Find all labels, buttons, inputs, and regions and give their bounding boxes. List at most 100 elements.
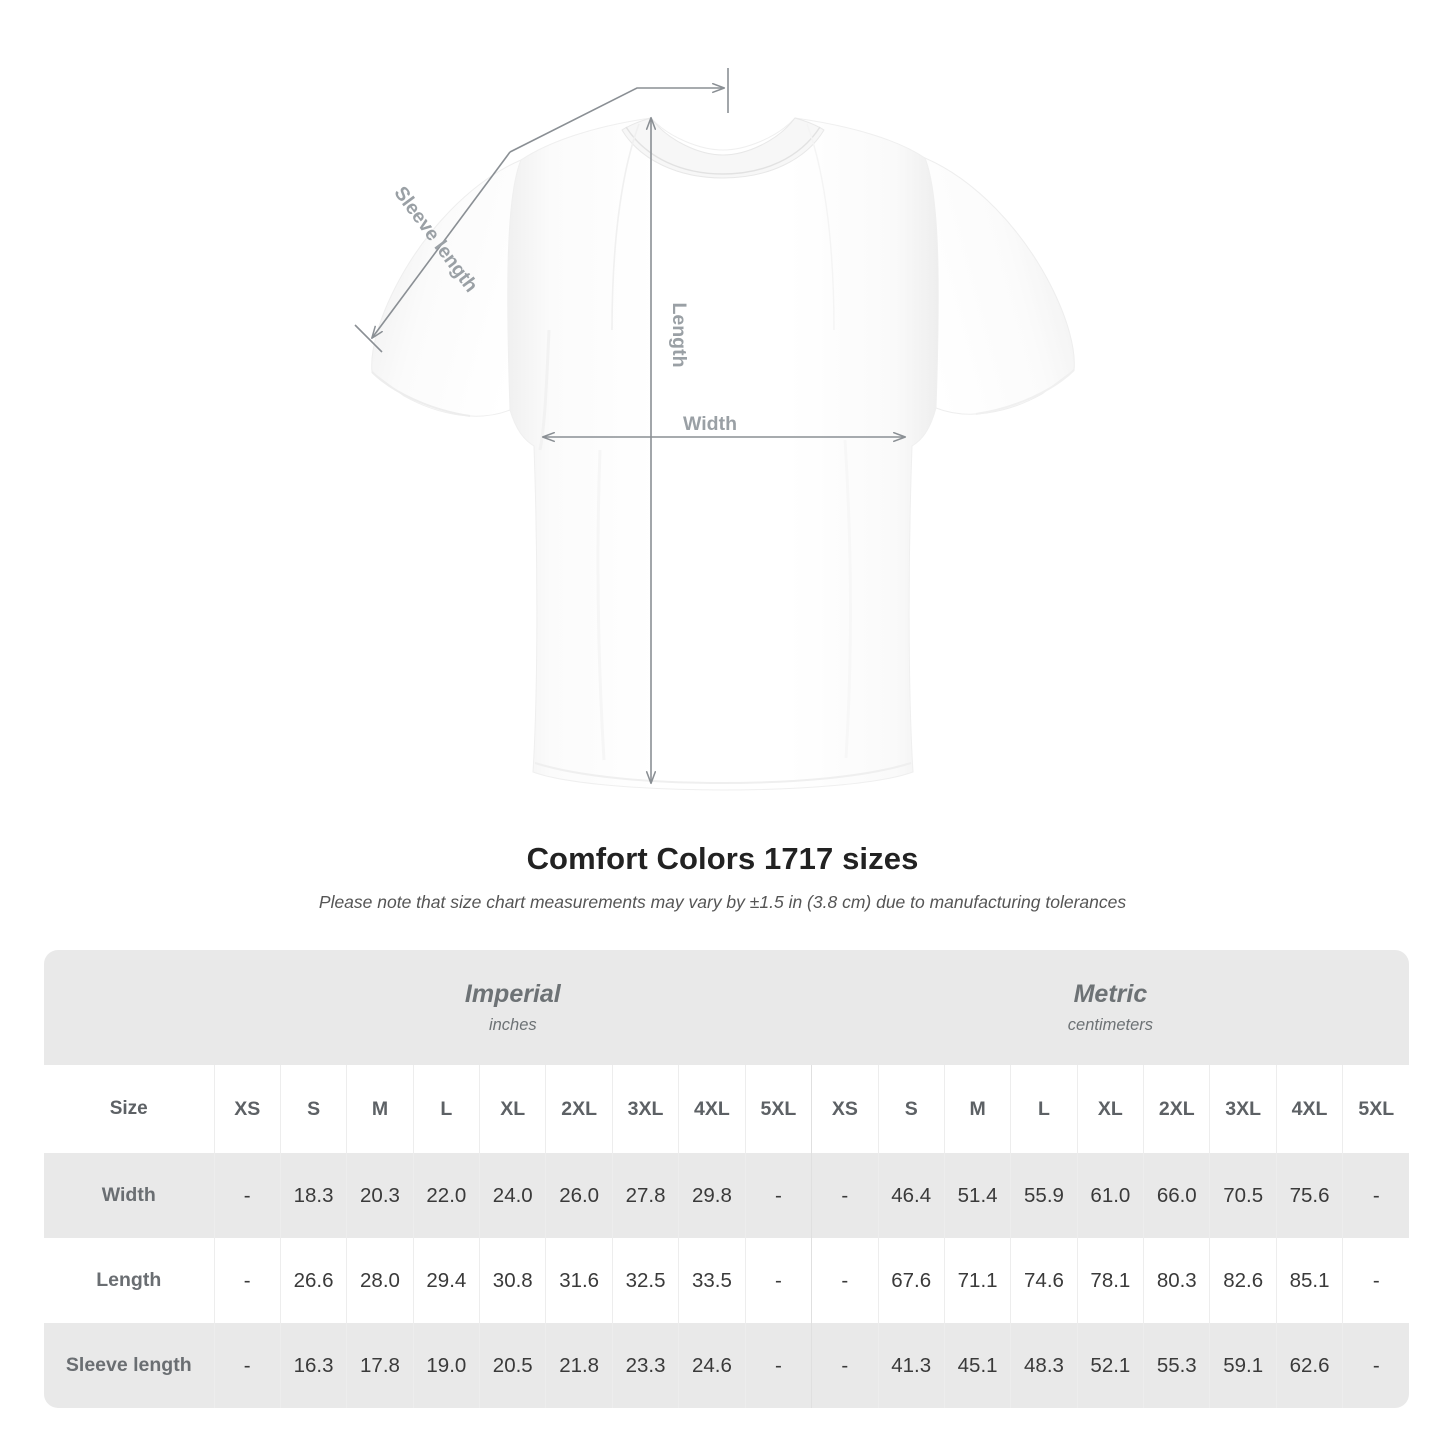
table-row: Sleeve length -16.3 17.8 19.0 20.5 21.8 23.3 24… [44, 1323, 1410, 1408]
fold-left [596, 449, 606, 761]
collar [621, 117, 825, 179]
cell-length-metric-l: 74.6 [1010, 1238, 1078, 1323]
sleeve-length-end-tick [354, 324, 383, 353]
size-header-imperial-m: M [346, 1065, 414, 1153]
cell-width-metric-l: 55.9 [1010, 1153, 1078, 1238]
cell-width-imperial-4xl: 29.8 [678, 1153, 746, 1238]
size-header-imperial-xl: XL [479, 1065, 546, 1153]
cell-width-imperial-5xl: - [744, 1153, 812, 1238]
size-header-imperial-2xl: 2XL [545, 1065, 613, 1153]
size-chart-table: Imperial inches Metric centimeters Size XS S M L… [44, 950, 1410, 1408]
unit-group-metric: Metric centimeters [811, 950, 1410, 1065]
size-header-imperial-5xl: 5XL [744, 1065, 812, 1153]
table-row: Length -26.6 28.0 29.4 30.8 31.6 32.5 33.5- -67.… [44, 1238, 1410, 1323]
cell-width-imperial-m: 20.3 [346, 1153, 414, 1238]
cell-sleeve-length-imperial-l: 19.0 [412, 1323, 480, 1408]
size-header-metric-l: L [1010, 1065, 1078, 1153]
bottom-hem [534, 762, 912, 785]
left-shoulder-seam [611, 123, 640, 331]
cell-sleeve-length-imperial-2xl: 21.8 [545, 1323, 613, 1408]
cell-sleeve-length-metric-m: 45.1 [943, 1323, 1011, 1408]
cell-length-imperial-l: 29.4 [412, 1238, 480, 1323]
cell-width-imperial-2xl: 26.0 [545, 1153, 613, 1238]
cell-sleeve-length-imperial-5xl: - [744, 1323, 812, 1408]
page-title: Comfort Colors 1717 sizes [526, 841, 919, 876]
cell-length-metric-2xl: 80.3 [1143, 1238, 1210, 1323]
cell-length-metric-4xl: 85.1 [1275, 1238, 1343, 1323]
cell-sleeve-length-metric-5xl: - [1342, 1323, 1410, 1408]
size-header-imperial-4xl: 4XL [678, 1065, 746, 1153]
cell-sleeve-length-metric-2xl: 55.3 [1143, 1323, 1210, 1408]
fold-right [843, 439, 852, 759]
tshirt-graphic [371, 117, 1075, 791]
cell-length-metric-xl: 78.1 [1076, 1238, 1144, 1323]
cell-width-metric-2xl: 66.0 [1143, 1153, 1210, 1238]
cell-width-metric-s: 46.4 [877, 1153, 945, 1238]
cell-sleeve-length-metric-3xl: 59.1 [1209, 1323, 1277, 1408]
cell-sleeve-length-metric-l: 48.3 [1010, 1323, 1078, 1408]
size-header-metric-2xl: 2XL [1143, 1065, 1210, 1153]
cell-width-metric-xl: 61.0 [1076, 1153, 1144, 1238]
right-shoulder-seam [806, 123, 835, 331]
unit-group-name: Imperial [464, 980, 561, 1009]
title-block: Comfort Colors 1717 sizes Please note th… [0, 840, 1445, 914]
size-header-metric-s: S [877, 1065, 945, 1153]
cell-length-imperial-4xl: 33.5 [678, 1238, 746, 1323]
cell-length-imperial-m: 28.0 [346, 1238, 414, 1323]
unit-band-row: Imperial inches Metric centimeters [44, 950, 1410, 1065]
cell-sleeve-length-imperial-3xl: 23.3 [611, 1323, 679, 1408]
cell-length-metric-3xl: 82.6 [1209, 1238, 1277, 1323]
cell-length-metric-m: 71.1 [943, 1238, 1011, 1323]
size-header-imperial-l: L [412, 1065, 480, 1153]
unit-group-name: Metric [1073, 980, 1148, 1009]
shoulder-leader-line [509, 88, 724, 153]
cell-length-imperial-5xl: - [744, 1238, 812, 1323]
cell-width-imperial-xs: - [213, 1153, 281, 1238]
width-label: Width [683, 413, 737, 435]
measurement-annotations [354, 68, 905, 783]
cell-width-imperial-s: 18.3 [279, 1153, 347, 1238]
size-header-metric-3xl: 3XL [1209, 1065, 1277, 1153]
size-header-imperial-3xl: 3XL [611, 1065, 679, 1153]
cell-width-metric-3xl: 70.5 [1209, 1153, 1277, 1238]
cell-sleeve-length-imperial-4xl: 24.6 [678, 1323, 746, 1408]
size-header-imperial-xs: XS [213, 1065, 281, 1153]
size-header-label: Size [44, 1065, 214, 1153]
sleeve-length-dimension-line [372, 151, 511, 338]
cell-width-imperial-3xl: 27.8 [611, 1153, 679, 1238]
tshirt-diagram-svg: Width Length Sleeve length [354, 68, 1075, 791]
unit-group-subtitle: inches [488, 1015, 537, 1034]
size-header-metric-5xl: 5XL [1342, 1065, 1410, 1153]
cell-sleeve-length-metric-s: 41.3 [877, 1323, 945, 1408]
right-sleeve [900, 157, 1075, 415]
tolerance-note: Please note that size chart measurements… [318, 892, 1127, 913]
cell-length-imperial-2xl: 31.6 [545, 1238, 613, 1323]
size-header-metric-4xl: 4XL [1275, 1065, 1343, 1153]
size-header-metric-m: M [943, 1065, 1011, 1153]
cell-length-metric-s: 67.6 [877, 1238, 945, 1323]
cell-length-imperial-xs: - [213, 1238, 281, 1323]
cell-length-imperial-3xl: 32.5 [611, 1238, 679, 1323]
table-row: Width -18.3 20.3 22.0 24.0 26.0 27.8 29.8- -46.4… [44, 1153, 1410, 1238]
shirt-body [507, 117, 939, 791]
cell-width-imperial-xl: 24.0 [479, 1153, 546, 1238]
tshirt-measurement-diagram: Width Length Sleeve length [354, 68, 1075, 791]
cell-sleeve-length-imperial-xs: - [213, 1323, 281, 1408]
row-label-sleeve-length: Sleeve length [44, 1323, 214, 1408]
cell-width-metric-4xl: 75.6 [1275, 1153, 1343, 1238]
size-header-imperial-s: S [279, 1065, 347, 1153]
row-label-length: Length [44, 1238, 214, 1323]
cell-width-metric-5xl: - [1342, 1153, 1410, 1238]
cell-width-metric-xs: - [811, 1153, 879, 1238]
right-sleeve-hem [975, 369, 1075, 415]
cell-length-imperial-xl: 30.8 [479, 1238, 546, 1323]
cell-length-metric-5xl: - [1342, 1238, 1410, 1323]
cell-sleeve-length-imperial-m: 17.8 [346, 1323, 414, 1408]
cell-sleeve-length-metric-xs: - [811, 1323, 879, 1408]
cell-sleeve-length-metric-xl: 52.1 [1076, 1323, 1144, 1408]
cell-sleeve-length-imperial-xl: 20.5 [479, 1323, 546, 1408]
left-sleeve-hem [371, 371, 471, 417]
cell-length-imperial-s: 26.6 [279, 1238, 347, 1323]
size-header-row: Size XS S M L XL 2XL 3XL 4XL 5XL XS S M L XL 2XL 3XL 4XL 5… [44, 1065, 1410, 1153]
size-header-metric-xs: XS [811, 1065, 879, 1153]
